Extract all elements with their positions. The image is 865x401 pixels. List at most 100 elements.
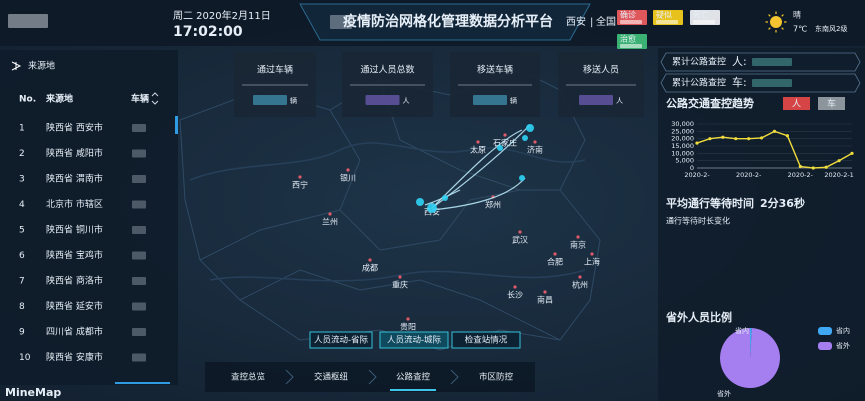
- blurred-value: [330, 15, 352, 29]
- source-panel: [0, 50, 178, 385]
- flow-node: [427, 203, 437, 213]
- y-tick-label: 30,000: [671, 120, 694, 128]
- blurred-value: [620, 44, 642, 48]
- toggle-button-label: 车: [827, 98, 836, 110]
- clock: 17:02:00: [173, 24, 243, 40]
- pie-label: 省内: [735, 326, 749, 335]
- map-boundary: [199, 209, 341, 261]
- city-national[interactable]: 全国: [596, 15, 616, 28]
- trend-point: [747, 137, 751, 141]
- map-boundary: [329, 109, 560, 251]
- weather-temperature: 7℃: [793, 25, 807, 34]
- stat-card-title: 移送车辆: [477, 64, 513, 76]
- table-cell-source: 陕西省 铜川市: [46, 224, 103, 236]
- city-label: 太原: [470, 145, 486, 155]
- sort-icon: [151, 92, 159, 105]
- city-dot: [553, 252, 557, 256]
- blurred-value: [579, 95, 613, 105]
- y-tick-label: 10,000: [671, 149, 694, 157]
- status-badge-label: 死亡: [693, 10, 709, 20]
- bottom-nav: [205, 362, 535, 392]
- city-label: 南京: [570, 240, 586, 250]
- blurred-value: [132, 302, 146, 311]
- table-cell-source: 北京市 市辖区: [46, 198, 103, 210]
- city-dot: [518, 230, 522, 234]
- map-tab[interactable]: [451, 331, 521, 349]
- title-frame: [299, 3, 591, 41]
- chart-title: 公路交通查控趋势: [666, 96, 754, 110]
- wait-subtitle: 通行等待时长变化: [666, 216, 730, 226]
- stat-card-unit: 辆: [290, 96, 297, 105]
- map-boundary: [239, 269, 561, 341]
- table-cell-source: 陕西省 咸阳市: [46, 147, 103, 159]
- blurred-value: [8, 14, 48, 28]
- city-label: 重庆: [392, 280, 408, 290]
- table-cell-source: 陕西省 延安市: [46, 300, 103, 312]
- trend-point: [734, 137, 738, 141]
- table-cell-no: 9: [19, 328, 25, 338]
- blurred-value: [132, 328, 146, 336]
- city-label: 西宁: [292, 180, 308, 190]
- stat-card-title: 移送人员: [583, 64, 619, 76]
- table-cell-no: 1: [19, 124, 25, 134]
- blurred-value: [656, 20, 678, 24]
- city-current: 西安: [566, 15, 586, 28]
- blurred-value: [620, 20, 642, 24]
- wait-title: 平均通行等待时间: [666, 196, 754, 210]
- blurred-value: [752, 79, 792, 87]
- pie-slice: [720, 328, 781, 389]
- legend-label: 省内: [836, 326, 850, 335]
- flow-node: [519, 175, 525, 181]
- nav-item[interactable]: 查控总览: [231, 372, 265, 383]
- city-dot: [328, 212, 332, 216]
- stat-card: [234, 52, 316, 117]
- nav-item[interactable]: 交通枢纽: [314, 372, 349, 383]
- table-cell-source: 陕西省 渭南市: [46, 173, 103, 185]
- table-cell-no: 8: [19, 302, 25, 312]
- city-dot: [368, 258, 372, 262]
- nav-item[interactable]: 市区防控: [479, 372, 514, 383]
- blurred-value: [132, 175, 146, 183]
- stat-card-title: 通过车辆: [257, 64, 293, 76]
- cumulative-kind: 车:: [732, 75, 747, 89]
- map-tab[interactable]: [379, 331, 449, 349]
- blurred-value: [253, 95, 287, 105]
- table-cell-source: 陕西省 宝鸡市: [46, 249, 103, 261]
- stat-card: [342, 52, 433, 117]
- nav-divider: [450, 369, 459, 385]
- blurred-value: [132, 277, 146, 285]
- blurred-value: [132, 200, 146, 209]
- toggle-button-label: 人: [792, 99, 801, 110]
- weather-ray: [768, 27, 771, 30]
- trend-point: [798, 164, 802, 169]
- y-tick-label: 0: [690, 164, 694, 172]
- city-label: 兰州: [322, 217, 338, 227]
- panel-icon: 来源地: [28, 60, 55, 72]
- map-tab-label: 人员流动-城际: [387, 335, 442, 346]
- nav-divider: [368, 369, 377, 385]
- table-cell-no: 6: [19, 251, 25, 261]
- trend-point: [759, 136, 764, 140]
- city-label: 贵阳: [400, 322, 416, 332]
- city-separator: |: [590, 17, 593, 28]
- blurred-value: [473, 95, 507, 105]
- city-dot: [533, 140, 537, 144]
- city-dot: [513, 285, 517, 289]
- table-cell-source: 四川省 成都市: [46, 326, 103, 338]
- nav-item[interactable]: 公路查控: [396, 372, 431, 383]
- stat-card-unit: 辆: [510, 96, 517, 105]
- blurred-value: [132, 251, 146, 260]
- blurred-value: [365, 95, 400, 105]
- toggle-button[interactable]: [783, 97, 810, 110]
- table-header: 车辆: [131, 93, 149, 105]
- stat-card: [450, 52, 540, 117]
- trend-point: [772, 129, 777, 133]
- map-tab-label: 人员流动-省际: [314, 335, 369, 346]
- toggle-button[interactable]: [818, 97, 845, 110]
- scrollbar: [175, 116, 178, 134]
- legend-swatch: [818, 342, 832, 350]
- map-tab[interactable]: [309, 331, 373, 349]
- table-cell-no: 4: [19, 200, 25, 210]
- wait-value: 2分36秒: [760, 196, 805, 210]
